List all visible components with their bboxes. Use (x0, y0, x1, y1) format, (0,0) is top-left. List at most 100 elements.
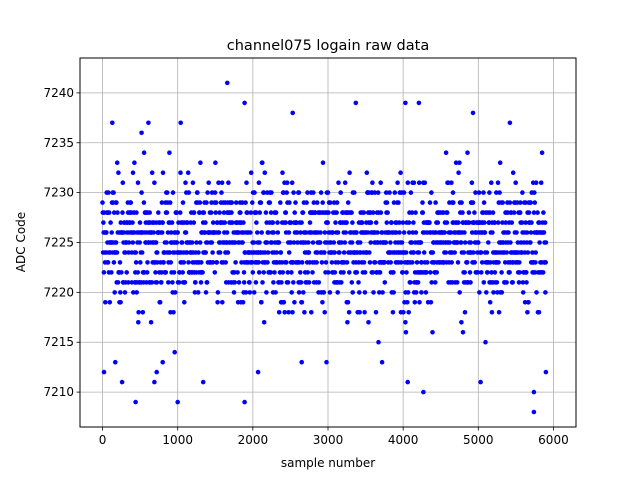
data-point (520, 290, 526, 295)
data-point (135, 270, 141, 275)
data-point (345, 300, 351, 305)
data-point (508, 240, 513, 245)
data-point (538, 180, 544, 185)
data-point (235, 270, 240, 275)
data-point (417, 300, 422, 305)
data-point (449, 180, 454, 185)
data-point (428, 270, 433, 275)
data-point (289, 270, 294, 275)
data-point (317, 240, 323, 245)
data-point (163, 270, 169, 275)
data-point (471, 250, 476, 255)
data-point (503, 220, 509, 225)
data-point (323, 260, 329, 265)
data-point (475, 270, 481, 275)
data-point (378, 210, 384, 215)
data-point (161, 260, 166, 265)
data-point (419, 290, 424, 295)
data-point (318, 230, 323, 235)
data-point (273, 210, 279, 215)
data-point (215, 290, 221, 295)
data-point (434, 270, 440, 275)
data-point (101, 270, 107, 275)
data-point (194, 240, 199, 245)
data-point (288, 220, 294, 225)
data-point (159, 280, 164, 285)
data-point (134, 210, 139, 215)
data-point (390, 310, 396, 315)
data-point (376, 339, 381, 345)
data-point (528, 200, 533, 205)
data-point (318, 190, 324, 195)
data-point (443, 250, 449, 255)
data-point (138, 260, 143, 265)
data-point (314, 260, 319, 265)
data-point (416, 250, 422, 255)
data-point (413, 290, 419, 295)
data-point (514, 230, 519, 235)
data-point (304, 200, 309, 205)
data-point (216, 180, 221, 185)
data-point (128, 200, 134, 205)
data-point (366, 320, 371, 325)
data-point (160, 220, 165, 225)
data-point (253, 280, 259, 285)
data-point (299, 300, 305, 305)
data-point (248, 210, 254, 215)
data-point (209, 240, 215, 245)
data-point (135, 180, 141, 185)
data-point (496, 310, 502, 315)
data-point (357, 310, 362, 315)
data-point (543, 240, 549, 245)
data-point (271, 280, 276, 285)
data-point (306, 280, 312, 285)
data-point (464, 260, 470, 265)
data-point (171, 310, 176, 315)
data-point (395, 180, 400, 185)
data-point (413, 230, 419, 235)
data-point (447, 240, 453, 245)
data-point (349, 240, 355, 245)
data-point (229, 200, 235, 205)
data-point (319, 260, 325, 265)
data-point (103, 300, 108, 305)
data-point (118, 300, 123, 305)
data-point (263, 210, 269, 215)
data-point (342, 240, 348, 245)
data-point (510, 280, 515, 285)
data-point (256, 180, 262, 185)
outlier-point (421, 389, 426, 395)
data-point (433, 200, 438, 205)
data-point (526, 210, 532, 215)
data-point (396, 200, 401, 205)
data-point (454, 280, 460, 285)
data-point (478, 250, 484, 255)
data-point (114, 250, 120, 255)
data-point (124, 270, 129, 275)
data-point (257, 240, 262, 245)
data-point (388, 260, 394, 265)
data-point (254, 230, 260, 235)
data-point (105, 260, 111, 265)
data-point (368, 240, 374, 245)
data-point (220, 300, 225, 305)
data-point (139, 250, 145, 255)
data-point (271, 230, 276, 235)
data-point (382, 260, 387, 265)
data-point (456, 170, 461, 175)
data-point (520, 280, 526, 285)
data-point (389, 220, 394, 225)
outlier-point (178, 120, 183, 126)
y-tick-label: 7215 (43, 335, 74, 349)
data-point (196, 250, 201, 255)
data-point (403, 250, 409, 255)
data-point (421, 250, 427, 255)
data-point (112, 290, 117, 295)
data-point (403, 320, 408, 325)
data-point (159, 230, 165, 235)
data-point (537, 220, 542, 225)
data-point (541, 210, 546, 215)
data-point (206, 180, 211, 185)
data-point (285, 270, 291, 275)
data-point (201, 210, 207, 215)
